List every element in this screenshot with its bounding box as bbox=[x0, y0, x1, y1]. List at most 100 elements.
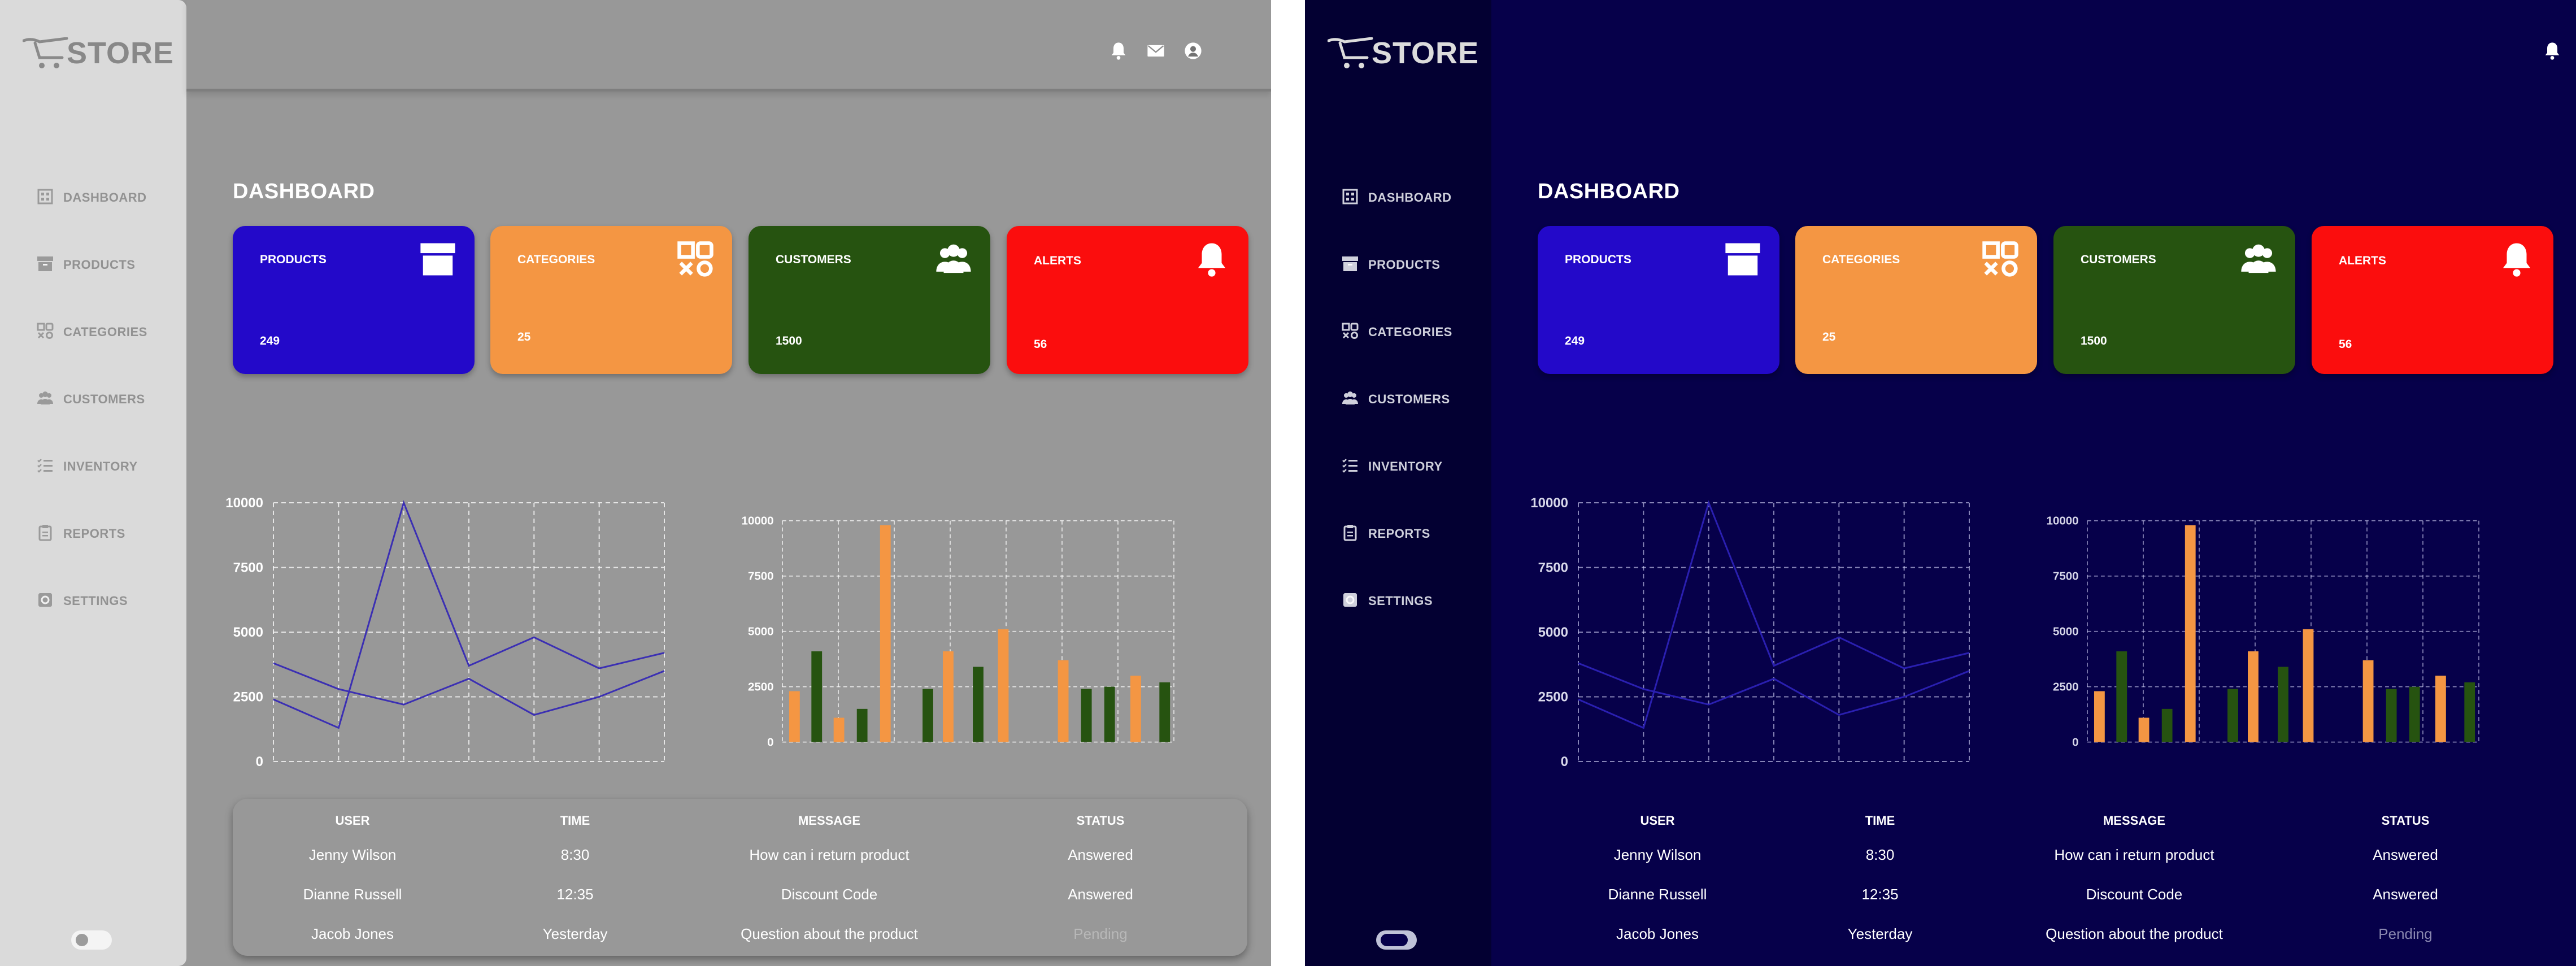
grid-icon bbox=[36, 188, 63, 208]
table-cell-user: Jacob Jones bbox=[311, 925, 394, 942]
sidebar-item-settings[interactable]: SETTINGS bbox=[1341, 584, 1488, 618]
page-title: DASHBOARD bbox=[233, 180, 375, 203]
page-title: DASHBOARD bbox=[1538, 180, 1680, 203]
stat-card-alerts[interactable]: ALERTS 56 bbox=[2312, 226, 2553, 374]
y-tick-label: 0 bbox=[256, 754, 263, 769]
stat-card-value: 56 bbox=[1034, 338, 1047, 351]
stat-card-label: ALERTS bbox=[1034, 254, 1081, 267]
archive-box-icon bbox=[36, 255, 63, 276]
table-header-message: MESSAGE bbox=[2103, 813, 2166, 828]
store-logo[interactable]: STORE bbox=[1328, 35, 1478, 75]
toggle-knob bbox=[1381, 934, 1408, 946]
sidebar-item-inventory[interactable]: INVENTORY bbox=[1341, 450, 1488, 484]
bar-green bbox=[2116, 651, 2127, 742]
y-tick-label: 10000 bbox=[225, 495, 263, 511]
sidebar-item-label: REPORTS bbox=[1368, 526, 1430, 541]
stat-card-categories[interactable]: CATEGORIES 25 bbox=[490, 226, 732, 374]
list-icon bbox=[1341, 456, 1368, 477]
table-cell-time: 12:35 bbox=[556, 886, 594, 903]
y-tick-label: 5000 bbox=[748, 625, 774, 638]
y-tick-label: 0 bbox=[1561, 754, 1568, 769]
table-cell-time: 8:30 bbox=[1865, 846, 1895, 863]
people-icon bbox=[2239, 240, 2278, 279]
bar-orange bbox=[2138, 717, 2149, 742]
sidebar-item-products[interactable]: PRODUCTS bbox=[36, 248, 183, 282]
sidebar-item-categories[interactable]: CATEGORIES bbox=[36, 315, 183, 349]
archive-box-icon bbox=[1341, 255, 1368, 276]
sidebar-item-reports[interactable]: REPORTS bbox=[36, 517, 183, 551]
bar-orange bbox=[2185, 525, 2196, 742]
bar-orange bbox=[2303, 629, 2314, 742]
bar-green bbox=[2409, 686, 2420, 742]
sidebar-item-label: CATEGORIES bbox=[63, 325, 147, 339]
sidebar-item-customers[interactable]: CUSTOMERS bbox=[36, 382, 183, 416]
clipboard-icon bbox=[1341, 524, 1368, 545]
table-cell-status: Answered bbox=[1068, 846, 1133, 863]
list-icon bbox=[36, 456, 63, 477]
sidebar-item-inventory[interactable]: INVENTORY bbox=[36, 450, 183, 484]
y-tick-label: 0 bbox=[767, 736, 773, 749]
line-chart: 0 2500 5000 7500 10000 bbox=[221, 486, 665, 769]
y-tick-label: 7500 bbox=[233, 560, 263, 576]
stat-card-products[interactable]: PRODUCTS 249 bbox=[1538, 226, 1779, 374]
stat-card-label: CUSTOMERS bbox=[2081, 253, 2156, 266]
table-cell-user: Jenny Wilson bbox=[1613, 846, 1702, 863]
stat-card-value: 1500 bbox=[776, 334, 802, 347]
sidebar-item-settings[interactable]: SETTINGS bbox=[36, 584, 183, 618]
categories-icon bbox=[1341, 322, 1368, 343]
sidebar-item-dashboard[interactable]: DASHBOARD bbox=[36, 181, 183, 215]
stat-card-value: 56 bbox=[2339, 338, 2352, 351]
toggle-knob bbox=[76, 934, 88, 946]
table-cell-time: 8:30 bbox=[560, 846, 590, 863]
bell-icon[interactable] bbox=[2542, 41, 2562, 64]
bar-green bbox=[973, 667, 984, 742]
categories-icon bbox=[676, 240, 715, 279]
store-logo[interactable]: STORE bbox=[23, 35, 173, 75]
bell-icon bbox=[2497, 240, 2536, 279]
user-circle-icon[interactable] bbox=[1183, 41, 1203, 64]
bar-green bbox=[2278, 667, 2288, 742]
stat-card-alerts[interactable]: ALERTS 56 bbox=[1007, 226, 1248, 374]
mail-icon[interactable] bbox=[1146, 41, 1166, 64]
grid-icon bbox=[1341, 188, 1368, 208]
theme-toggle[interactable] bbox=[71, 930, 112, 950]
sidebar-item-products[interactable]: PRODUCTS bbox=[1341, 248, 1488, 282]
sidebar-item-dashboard[interactable]: DASHBOARD bbox=[1341, 181, 1488, 215]
bell-icon[interactable] bbox=[1108, 41, 1129, 64]
stat-card-products[interactable]: PRODUCTS 249 bbox=[233, 226, 475, 374]
sidebar-item-customers[interactable]: CUSTOMERS bbox=[1341, 382, 1488, 416]
sidebar-item-label: REPORTS bbox=[63, 526, 125, 541]
gear-icon bbox=[1341, 591, 1368, 612]
theme-toggle[interactable] bbox=[1376, 930, 1417, 950]
y-tick-label: 0 bbox=[2072, 736, 2078, 749]
stat-card-label: CUSTOMERS bbox=[776, 253, 851, 266]
table-cell-message: Question about the product bbox=[741, 925, 918, 942]
people-icon bbox=[36, 389, 63, 410]
y-tick-label: 2500 bbox=[1538, 690, 1568, 705]
sidebar-item-label: PRODUCTS bbox=[63, 258, 136, 272]
table-cell-status: Answered bbox=[2373, 886, 2438, 903]
sidebar-item-label: DASHBOARD bbox=[63, 190, 147, 204]
bar-green bbox=[1104, 686, 1115, 742]
y-tick-label: 10000 bbox=[2047, 515, 2079, 528]
sidebar-item-label: CUSTOMERS bbox=[63, 392, 145, 406]
stat-card-customers[interactable]: CUSTOMERS 1500 bbox=[749, 226, 990, 374]
stat-card-label: ALERTS bbox=[2339, 254, 2386, 267]
sidebar-item-label: SETTINGS bbox=[1368, 594, 1433, 608]
sidebar: STORE DASHBOARD PRODUCTS CATEGORIES CUST… bbox=[0, 0, 186, 966]
table-cell-time: Yesterday bbox=[542, 925, 608, 942]
categories-icon bbox=[36, 322, 63, 343]
table-header-message: MESSAGE bbox=[798, 813, 861, 828]
sidebar-item-reports[interactable]: REPORTS bbox=[1341, 517, 1488, 551]
bar-orange bbox=[998, 629, 1009, 742]
archive-box-icon bbox=[1723, 240, 1763, 279]
bar-orange bbox=[943, 651, 954, 742]
stat-card-value: 249 bbox=[260, 334, 280, 347]
y-tick-label: 7500 bbox=[1538, 560, 1568, 576]
stat-card-label: PRODUCTS bbox=[260, 253, 327, 266]
stat-card-customers[interactable]: CUSTOMERS 1500 bbox=[2053, 226, 2295, 374]
bar-green bbox=[811, 651, 823, 742]
sidebar-item-categories[interactable]: CATEGORIES bbox=[1341, 315, 1488, 349]
sidebar-item-label: CUSTOMERS bbox=[1368, 392, 1450, 406]
stat-card-categories[interactable]: CATEGORIES 25 bbox=[1795, 226, 2037, 374]
